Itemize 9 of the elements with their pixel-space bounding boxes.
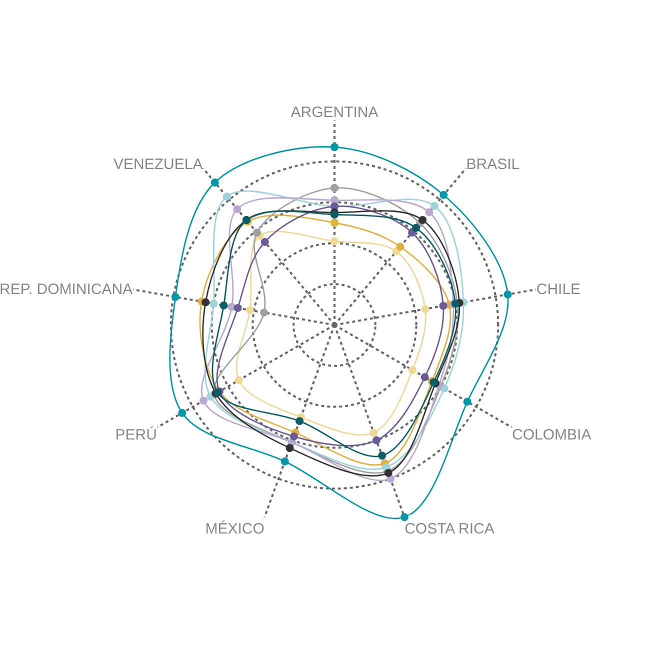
spoke-label: CHILE — [536, 281, 581, 298]
spoke-label: PERÚ — [115, 426, 157, 444]
spoke-label: COLOMBIA — [512, 426, 592, 444]
spoke-label: BRASIL — [466, 156, 520, 174]
spoke-label: VENEZUELA — [114, 156, 203, 174]
spoke-label: COSTA RICA — [404, 520, 494, 538]
spoke-label: MÉXICO — [205, 520, 264, 538]
spoke-label: REP. DOMINICANA — [0, 281, 133, 298]
spoke-label: ARGENTINA — [290, 104, 378, 121]
